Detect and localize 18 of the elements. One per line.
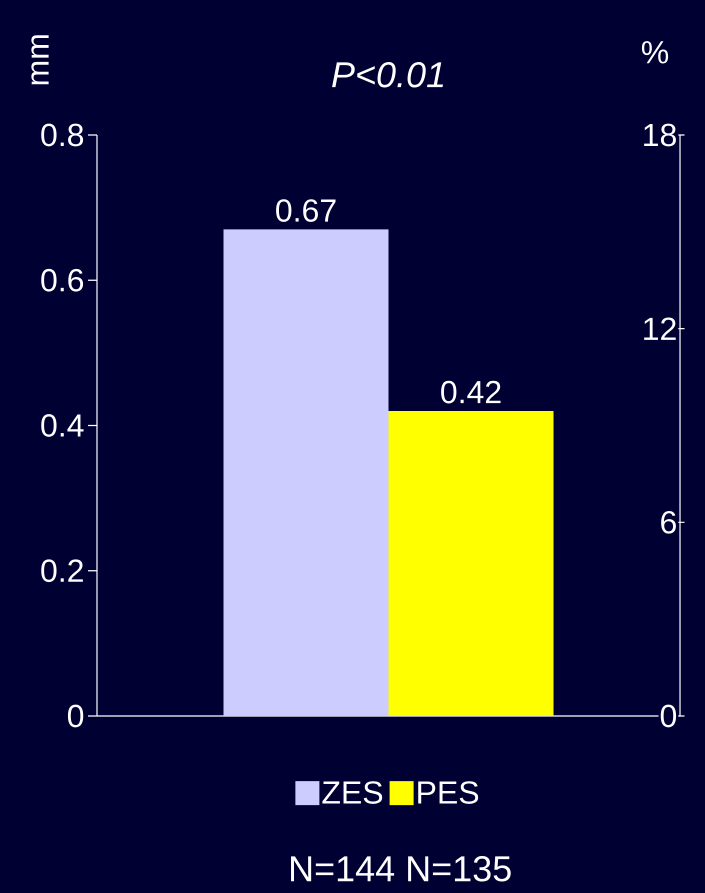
y2-tick-label: 6 xyxy=(661,511,676,534)
y2-tick-label: 12 xyxy=(644,317,676,340)
y-tick-label: 0.2 xyxy=(41,559,83,582)
y2-tick-label: 0 xyxy=(660,704,676,728)
y-tick-label: 0.6 xyxy=(41,268,84,292)
y-tick-label: 0.4 xyxy=(41,414,84,437)
legend-label: PES xyxy=(418,781,478,804)
legend-label: ZES xyxy=(322,781,382,804)
text: N=144 xyxy=(291,856,394,882)
y2-axis-title: % xyxy=(642,41,668,64)
chart-title: P<0.01 xyxy=(332,62,444,88)
text: N=135 xyxy=(408,856,511,882)
y-axis-title: mm xyxy=(31,35,49,84)
y2-tick-label: 18 xyxy=(644,124,676,146)
data-label: 0.42 xyxy=(441,380,501,404)
y-tick-label: 0 xyxy=(68,704,84,728)
y-tick-label: 0.8 xyxy=(41,124,84,146)
data-label: 0.67 xyxy=(276,199,336,222)
